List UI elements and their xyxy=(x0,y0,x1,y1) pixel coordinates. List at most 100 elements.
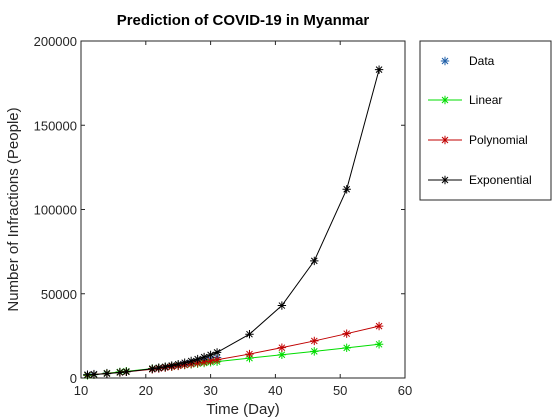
data-point-exponential xyxy=(374,65,384,74)
x-axis-label: Time (Day) xyxy=(206,401,280,418)
x-tick-label: 50 xyxy=(333,383,347,398)
data-point-linear xyxy=(277,350,287,359)
legend-item-linear: Linear xyxy=(428,93,502,107)
data-point-exponential xyxy=(148,364,157,373)
data-point-polynomial xyxy=(342,329,351,338)
x-tick-label: 30 xyxy=(203,383,217,398)
y-tick-label: 0 xyxy=(70,371,77,386)
asterisk-marker-shape xyxy=(89,370,99,379)
chart-title: Prediction of COVID-19 in Myanmar xyxy=(117,12,370,29)
asterisk-marker-shape xyxy=(212,355,222,365)
asterisk-marker-shape xyxy=(310,347,319,356)
asterisk-marker-shape xyxy=(277,301,287,310)
data-point-exponential xyxy=(342,185,351,194)
data-point-exponential xyxy=(180,358,189,367)
asterisk-marker-shape xyxy=(161,362,170,371)
data-point-linear xyxy=(374,340,384,349)
data-point-exponential xyxy=(193,354,202,364)
asterisk-marker-shape xyxy=(199,352,209,362)
data-point-linear xyxy=(342,343,351,353)
x-tick-label: 10 xyxy=(74,383,88,398)
data-point-polynomial xyxy=(310,336,319,346)
data-point-polynomial xyxy=(206,356,215,366)
plot-area xyxy=(80,40,406,379)
y-axis-label: Number of Infractions (People) xyxy=(5,107,22,311)
series-layer xyxy=(83,65,384,380)
data-point-exponential xyxy=(277,301,287,310)
data-point-exponential xyxy=(102,369,112,378)
asterisk-marker-shape xyxy=(440,135,450,145)
data-point-exponential xyxy=(186,356,196,366)
data-point-linear xyxy=(310,347,319,356)
data-point-exponential xyxy=(206,350,215,360)
asterisk-marker-shape xyxy=(206,356,215,366)
legend-marker-data xyxy=(440,56,450,66)
data-point-polynomial xyxy=(277,343,287,352)
x-tick-label: 60 xyxy=(398,383,412,398)
data-point-exponential xyxy=(83,370,92,379)
asterisk-marker-shape xyxy=(193,354,202,364)
asterisk-marker-shape xyxy=(440,56,450,66)
legend-item-data: Data xyxy=(440,54,495,68)
legend: Data Linear Polynomial Exponential xyxy=(419,40,552,201)
plot-frame xyxy=(80,40,406,379)
data-point-exponential xyxy=(199,352,209,362)
legend-marker-polynomial xyxy=(440,135,450,145)
x-axis-ticks: 10 20 30 40 50 60 xyxy=(74,41,412,398)
data-point-exponential xyxy=(310,256,319,266)
asterisk-marker-shape xyxy=(374,340,384,349)
legend-label-exponential: Exponential xyxy=(469,173,532,187)
legend-item-exponential: Exponential xyxy=(428,173,532,187)
asterisk-marker-shape xyxy=(245,329,254,339)
y-tick-label: 200000 xyxy=(34,34,77,49)
legend-box xyxy=(419,40,552,201)
data-point-exponential xyxy=(115,368,125,377)
data-point-exponential xyxy=(167,361,176,370)
data-point-exponential xyxy=(89,370,99,379)
asterisk-marker-shape xyxy=(440,95,450,105)
asterisk-marker-shape xyxy=(83,370,92,379)
legend-label-data: Data xyxy=(469,54,495,68)
data-point-polynomial xyxy=(245,349,254,359)
asterisk-marker-shape xyxy=(212,348,222,357)
legend-marker-exponential xyxy=(440,175,450,185)
data-point-polynomial xyxy=(212,355,222,365)
asterisk-marker-shape xyxy=(342,343,351,353)
data-point-exponential xyxy=(245,329,254,339)
y-tick-label: 150000 xyxy=(34,118,77,133)
asterisk-marker-shape xyxy=(206,350,215,360)
asterisk-marker-shape xyxy=(277,350,287,359)
asterisk-marker-shape xyxy=(310,336,319,346)
data-point-polynomial xyxy=(374,321,384,331)
asterisk-marker-shape xyxy=(277,343,287,352)
series-exponential xyxy=(83,65,384,379)
data-point-exponential xyxy=(174,359,183,369)
asterisk-marker-shape xyxy=(148,364,157,373)
asterisk-marker-shape xyxy=(342,329,351,338)
data-point-exponential xyxy=(154,363,163,372)
legend-label-polynomial: Polynomial xyxy=(469,133,528,147)
x-tick-label: 40 xyxy=(268,383,282,398)
asterisk-marker-shape xyxy=(342,185,351,194)
asterisk-marker-shape xyxy=(154,363,163,372)
asterisk-marker-shape xyxy=(174,359,183,369)
asterisk-marker-shape xyxy=(374,321,384,331)
legend-label-linear: Linear xyxy=(469,93,502,107)
asterisk-marker-shape xyxy=(374,65,384,74)
data-point-exponential xyxy=(161,362,170,371)
asterisk-marker-shape xyxy=(180,358,189,367)
y-tick-label: 50000 xyxy=(41,287,77,302)
asterisk-marker-shape xyxy=(199,357,209,367)
asterisk-marker-shape xyxy=(167,361,176,370)
legend-item-polynomial: Polynomial xyxy=(428,133,528,147)
asterisk-marker-shape xyxy=(440,175,450,185)
asterisk-marker-shape xyxy=(115,368,125,377)
y-tick-label: 100000 xyxy=(34,203,77,218)
asterisk-marker-shape xyxy=(102,369,112,378)
legend-marker-linear xyxy=(440,95,450,105)
data-point-exponential xyxy=(212,348,222,357)
asterisk-marker-shape xyxy=(310,256,319,266)
x-tick-label: 20 xyxy=(139,383,153,398)
asterisk-marker-shape xyxy=(122,367,131,376)
